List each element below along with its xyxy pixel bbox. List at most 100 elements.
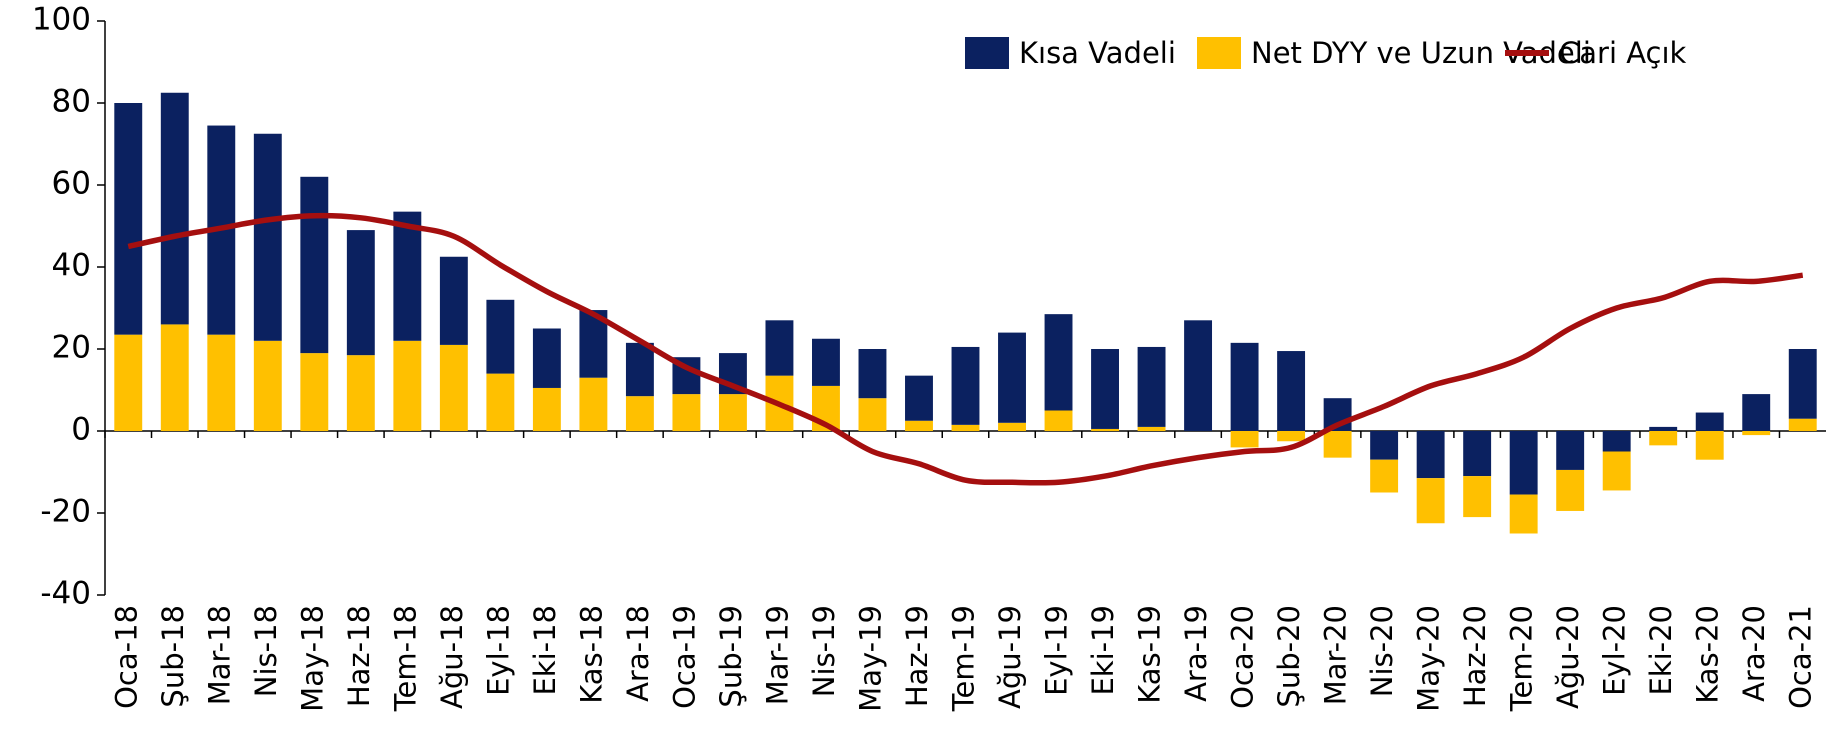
x-tick-label: Haz-18: [342, 605, 376, 707]
x-tick-label: Oca-19: [667, 605, 701, 709]
x-tick-label: Haz-20: [1458, 605, 1492, 707]
x-tick-label: May-20: [1412, 605, 1446, 712]
y-tick-label: -40: [40, 576, 91, 612]
x-tick-label: Kas-20: [1691, 605, 1725, 704]
x-tick-label: Eyl-20: [1598, 605, 1632, 696]
bar: [393, 211, 422, 341]
x-tick-label: Eki-19: [1086, 605, 1120, 696]
bar: [160, 324, 189, 431]
bar: [625, 342, 654, 397]
x-tick-label: Şub-18: [156, 605, 190, 708]
bar: [1091, 349, 1119, 429]
bar: [393, 340, 422, 431]
x-tick-label: Nis-19: [807, 605, 841, 697]
bar: [765, 320, 794, 376]
x-tick-label: Mar-19: [760, 605, 794, 705]
legend-label: Kısa Vadeli: [1019, 36, 1176, 70]
x-tick-label: Ağu-20: [1551, 605, 1585, 709]
bar: [1602, 431, 1631, 452]
bar: [951, 424, 980, 431]
x-tick-label: Eki-18: [528, 605, 562, 696]
x-tick-label: Ara-18: [621, 605, 655, 702]
bar: [579, 377, 608, 431]
bar: [718, 394, 747, 431]
bar: [1230, 431, 1259, 448]
bar: [114, 103, 143, 335]
y-tick-label: 100: [32, 2, 91, 38]
bar: [253, 133, 282, 341]
bar: [1788, 418, 1817, 431]
bar: [858, 349, 887, 399]
bar: [346, 355, 375, 431]
x-tick-label: Oca-21: [1784, 605, 1818, 709]
bar: [998, 332, 1026, 423]
bar: [1649, 426, 1678, 431]
bar: [1370, 431, 1399, 460]
bar: [1742, 431, 1771, 436]
x-tick-label: Tem-18: [388, 605, 422, 712]
bar: [1091, 428, 1119, 431]
x-tick-label: Eki-20: [1644, 605, 1678, 696]
bar: [300, 176, 329, 354]
x-tick-label: Mar-18: [202, 605, 236, 705]
bar: [672, 394, 701, 431]
bar: [253, 340, 282, 431]
x-tick-label: Nis-18: [249, 605, 283, 697]
bar: [1649, 431, 1678, 446]
bar: [1184, 320, 1213, 431]
x-tick-label: Ağu-18: [435, 605, 469, 709]
x-tick-label: Kas-19: [1133, 605, 1167, 704]
bar: [1323, 431, 1352, 458]
line: [127, 212, 1804, 486]
bar: [1137, 346, 1166, 427]
bar: [1044, 410, 1073, 431]
x-tick-label: Nis-20: [1365, 605, 1399, 697]
bar: [998, 422, 1026, 431]
bar: [1742, 394, 1771, 431]
bar: [625, 396, 654, 431]
bar: [439, 344, 468, 431]
x-tick-label: May-19: [853, 605, 887, 712]
bar: [1509, 431, 1538, 495]
bar: [532, 387, 561, 431]
y-tick-label: 80: [52, 84, 91, 120]
x-tick-label: Ağu-19: [993, 605, 1027, 709]
bar: [1695, 431, 1724, 460]
x-tick-label: Oca-18: [109, 605, 143, 709]
bar: [532, 328, 561, 388]
bar: [1509, 494, 1538, 534]
bar: [1695, 412, 1724, 431]
bar: [1137, 426, 1166, 431]
bar: [486, 299, 515, 374]
bar: [1416, 431, 1445, 479]
bar: [439, 256, 468, 345]
bar: [905, 420, 933, 431]
x-tick-label: Mar-20: [1319, 605, 1353, 705]
bar: [1370, 459, 1399, 493]
x-tick-label: Ara-19: [1179, 605, 1213, 702]
bar: [207, 334, 236, 431]
bar: [1277, 431, 1306, 442]
bar: [1556, 469, 1585, 511]
x-tick-label: Şub-20: [1272, 605, 1306, 708]
bar: [1788, 349, 1817, 419]
x-tick-label: Eyl-18: [481, 605, 515, 696]
bar: [1463, 431, 1492, 477]
bar: [951, 346, 980, 425]
bar: [812, 338, 840, 386]
x-tick-label: Tem-19: [947, 605, 981, 712]
bar: [346, 230, 375, 356]
x-tick-label: May-18: [295, 605, 329, 712]
y-tick-label: 60: [52, 166, 91, 202]
bar: [1416, 478, 1445, 524]
bar: [858, 398, 887, 431]
bar: [905, 375, 933, 421]
x-tick-label: Şub-19: [714, 605, 748, 708]
legend-label: Cari Açık: [1559, 36, 1687, 70]
bar: [486, 373, 515, 431]
bar: [1277, 351, 1306, 431]
legend-swatch: [1197, 37, 1241, 69]
bar: [1556, 431, 1585, 470]
y-tick-label: 0: [71, 412, 91, 448]
